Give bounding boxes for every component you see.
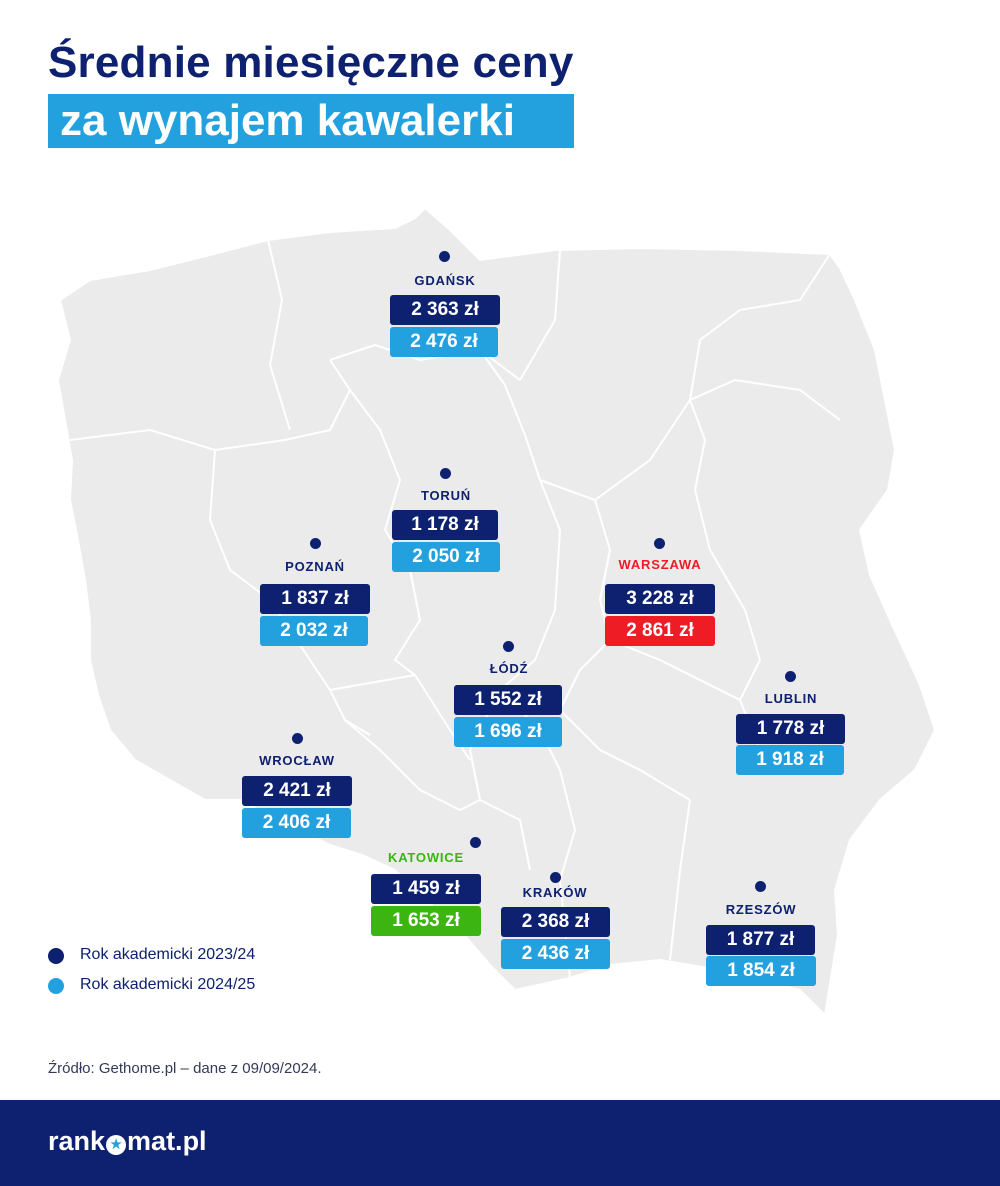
city-name-gdansk: Gdańsk — [414, 273, 476, 288]
price-2023-24-torun: 1 178 zł — [392, 510, 498, 540]
brand-part-1: rank — [48, 1126, 106, 1156]
price-2024-25-torun: 2 050 zł — [392, 542, 500, 572]
price-2024-25-warszawa: 2 861 zł — [605, 616, 715, 646]
price-2023-24-katowice: 1 459 zł — [371, 874, 481, 904]
title-line-2: za wynajem kawalerki — [48, 94, 574, 148]
city-dot — [785, 671, 796, 682]
price-2023-24-lodz: 1 552 zł — [454, 685, 562, 715]
price-2023-24-poznan: 1 837 zł — [260, 584, 370, 614]
city-dot — [470, 837, 481, 848]
city-dot — [550, 872, 561, 883]
city-name-krakow: Kraków — [522, 885, 588, 900]
city-name-poznan: Poznań — [285, 559, 345, 574]
city-name-lublin: Lublin — [764, 691, 818, 706]
price-2024-25-lublin: 1 918 zł — [736, 745, 844, 775]
price-2024-25-krakow: 2 436 zł — [501, 939, 610, 969]
city-name-wroclaw: Wrocław — [259, 753, 335, 768]
city-name-torun: Toruń — [421, 488, 471, 503]
brand-logo[interactable]: rank ★ mat.pl — [48, 1126, 207, 1157]
brand-part-2: mat.pl — [127, 1126, 207, 1156]
city-dot — [440, 468, 451, 479]
source-note: Źródło: Gethome.pl – dane z 09/09/2024. — [48, 1060, 322, 1077]
city-dot — [310, 538, 321, 549]
footer-bar: rank ★ mat.pl — [0, 1100, 1000, 1186]
city-name-warszawa: Warszawa — [618, 557, 702, 572]
price-2024-25-katowice: 1 653 zł — [371, 906, 481, 936]
price-2023-24-wroclaw: 2 421 zł — [242, 776, 352, 806]
poland-map — [56, 206, 937, 1018]
city-name-lodz: Łódź — [489, 661, 529, 676]
price-2023-24-rzeszow: 1 877 zł — [706, 925, 815, 955]
price-2024-25-poznan: 2 032 zł — [260, 616, 368, 646]
city-dot — [654, 538, 665, 549]
city-dot — [292, 733, 303, 744]
price-2024-25-gdansk: 2 476 zł — [390, 327, 498, 357]
legend-dot-2023-24 — [48, 948, 64, 964]
legend-label-2024-25: Rok akademicki 2024/25 — [80, 976, 256, 993]
legend-label-2023-24: Rok akademicki 2023/24 — [80, 946, 256, 963]
city-dot — [503, 641, 514, 652]
legend-dot-2024-25 — [48, 978, 64, 994]
price-2024-25-lodz: 1 696 zł — [454, 717, 562, 747]
city-name-katowice: Katowice — [388, 850, 464, 865]
city-dot — [755, 881, 766, 892]
title-line-1: Średnie miesięczne ceny — [48, 38, 574, 87]
price-2023-24-lublin: 1 778 zł — [736, 714, 845, 744]
price-2023-24-gdansk: 2 363 zł — [390, 295, 500, 325]
city-dot — [439, 251, 450, 262]
price-2023-24-warszawa: 3 228 zł — [605, 584, 715, 614]
price-2023-24-krakow: 2 368 zł — [501, 907, 610, 937]
city-name-rzeszow: Rzeszów — [725, 902, 797, 917]
price-2024-25-wroclaw: 2 406 zł — [242, 808, 351, 838]
price-2024-25-rzeszow: 1 854 zł — [706, 956, 816, 986]
star-icon: ★ — [106, 1135, 127, 1155]
